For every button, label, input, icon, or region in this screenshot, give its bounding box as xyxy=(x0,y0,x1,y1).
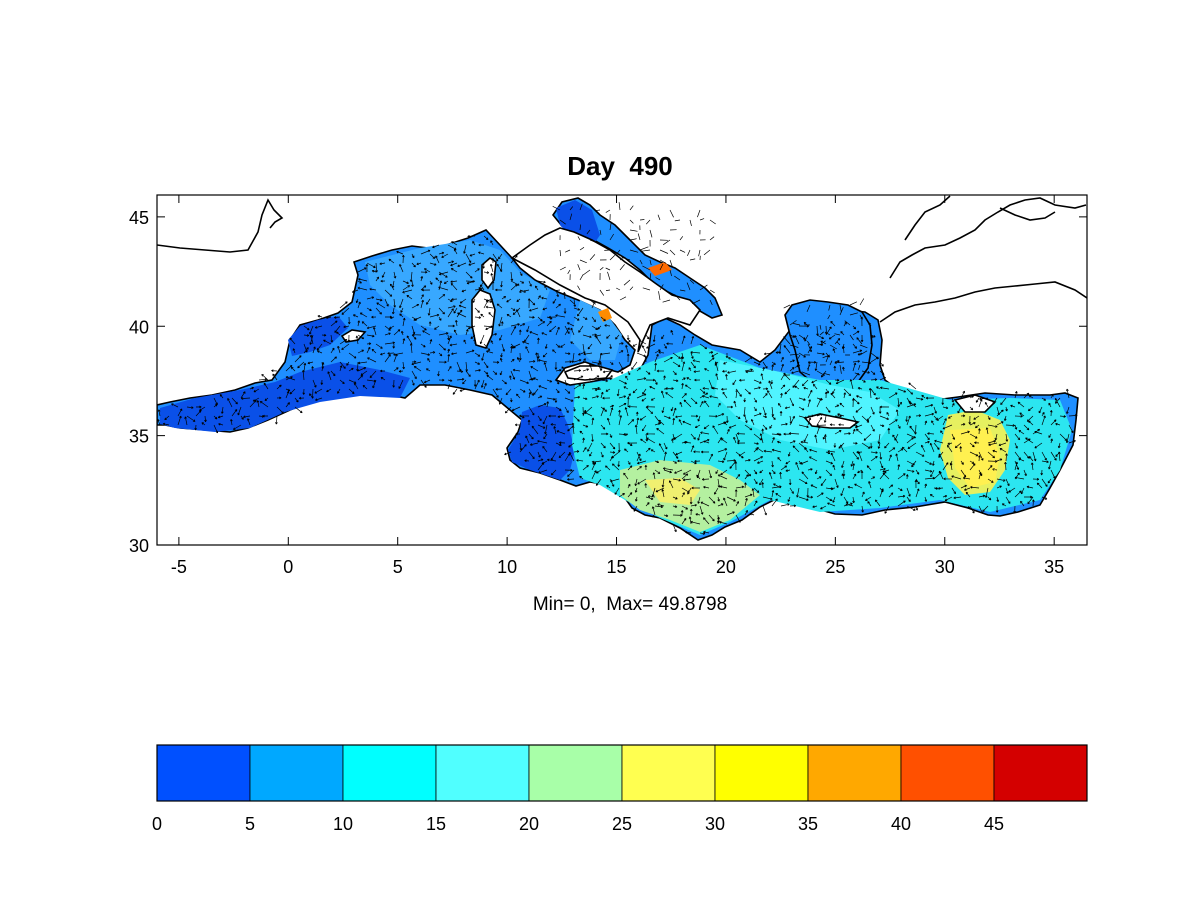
x-tick-label: 35 xyxy=(1044,557,1064,577)
x-tick-label: 10 xyxy=(497,557,517,577)
y-tick-label: 40 xyxy=(129,317,149,337)
colorbar-swatch xyxy=(900,744,995,802)
map-title: Day 490 xyxy=(567,151,673,181)
colorbar-tick-label: 25 xyxy=(612,814,632,834)
colorbar-tick-label: 15 xyxy=(426,814,446,834)
colorbar-swatch xyxy=(528,744,623,802)
x-tick-label: 20 xyxy=(716,557,736,577)
colorbar-tick-label: 40 xyxy=(891,814,911,834)
colorbar-tick-label: 5 xyxy=(245,814,255,834)
italy-land xyxy=(510,227,702,353)
colorbar-tick-label: 30 xyxy=(705,814,725,834)
colorbar-tick-label: 20 xyxy=(519,814,539,834)
sardinia-island xyxy=(471,289,496,349)
x-tick-label: 30 xyxy=(935,557,955,577)
colorbar-swatch xyxy=(249,744,344,802)
y-axis: 30 35 40 45 xyxy=(129,208,1087,556)
x-axis: -5 0 5 10 15 20 25 30 35 xyxy=(171,195,1064,577)
x-tick-label: -5 xyxy=(171,557,187,577)
colorbar-swatch xyxy=(714,744,809,802)
colorbar-tick-label: 45 xyxy=(984,814,1004,834)
min-max-label: Min= 0, Max= 49.8798 xyxy=(533,594,727,615)
x-tick-label: 5 xyxy=(393,557,403,577)
colorbar-tick-label: 0 xyxy=(152,814,162,834)
x-tick-label: 0 xyxy=(283,557,293,577)
colorbar-swatch xyxy=(993,744,1088,802)
x-tick-label: 15 xyxy=(607,557,627,577)
map-plot-area xyxy=(157,195,1087,545)
y-tick-label: 45 xyxy=(129,208,149,228)
colorbar-swatch xyxy=(621,744,716,802)
map-frame xyxy=(156,194,1088,546)
x-tick-label: 25 xyxy=(825,557,845,577)
y-tick-label: 35 xyxy=(129,427,149,447)
velocity-vectors xyxy=(157,202,1078,535)
vector-arrows xyxy=(157,202,1078,535)
colorbar-swatch xyxy=(156,744,251,802)
colorbar-swatch xyxy=(807,744,902,802)
colorbar-frame xyxy=(156,744,1088,802)
colorbar-swatch xyxy=(435,744,530,802)
colorbar: 0 5 10 15 20 25 30 35 40 45 xyxy=(152,744,1088,834)
colorbar-tick-label: 10 xyxy=(333,814,353,834)
balearic-island xyxy=(340,329,367,343)
colorbar-tick-label: 35 xyxy=(798,814,818,834)
colorbar-swatch xyxy=(342,744,437,802)
coastlines xyxy=(157,195,1087,323)
y-tick-label: 30 xyxy=(129,536,149,556)
